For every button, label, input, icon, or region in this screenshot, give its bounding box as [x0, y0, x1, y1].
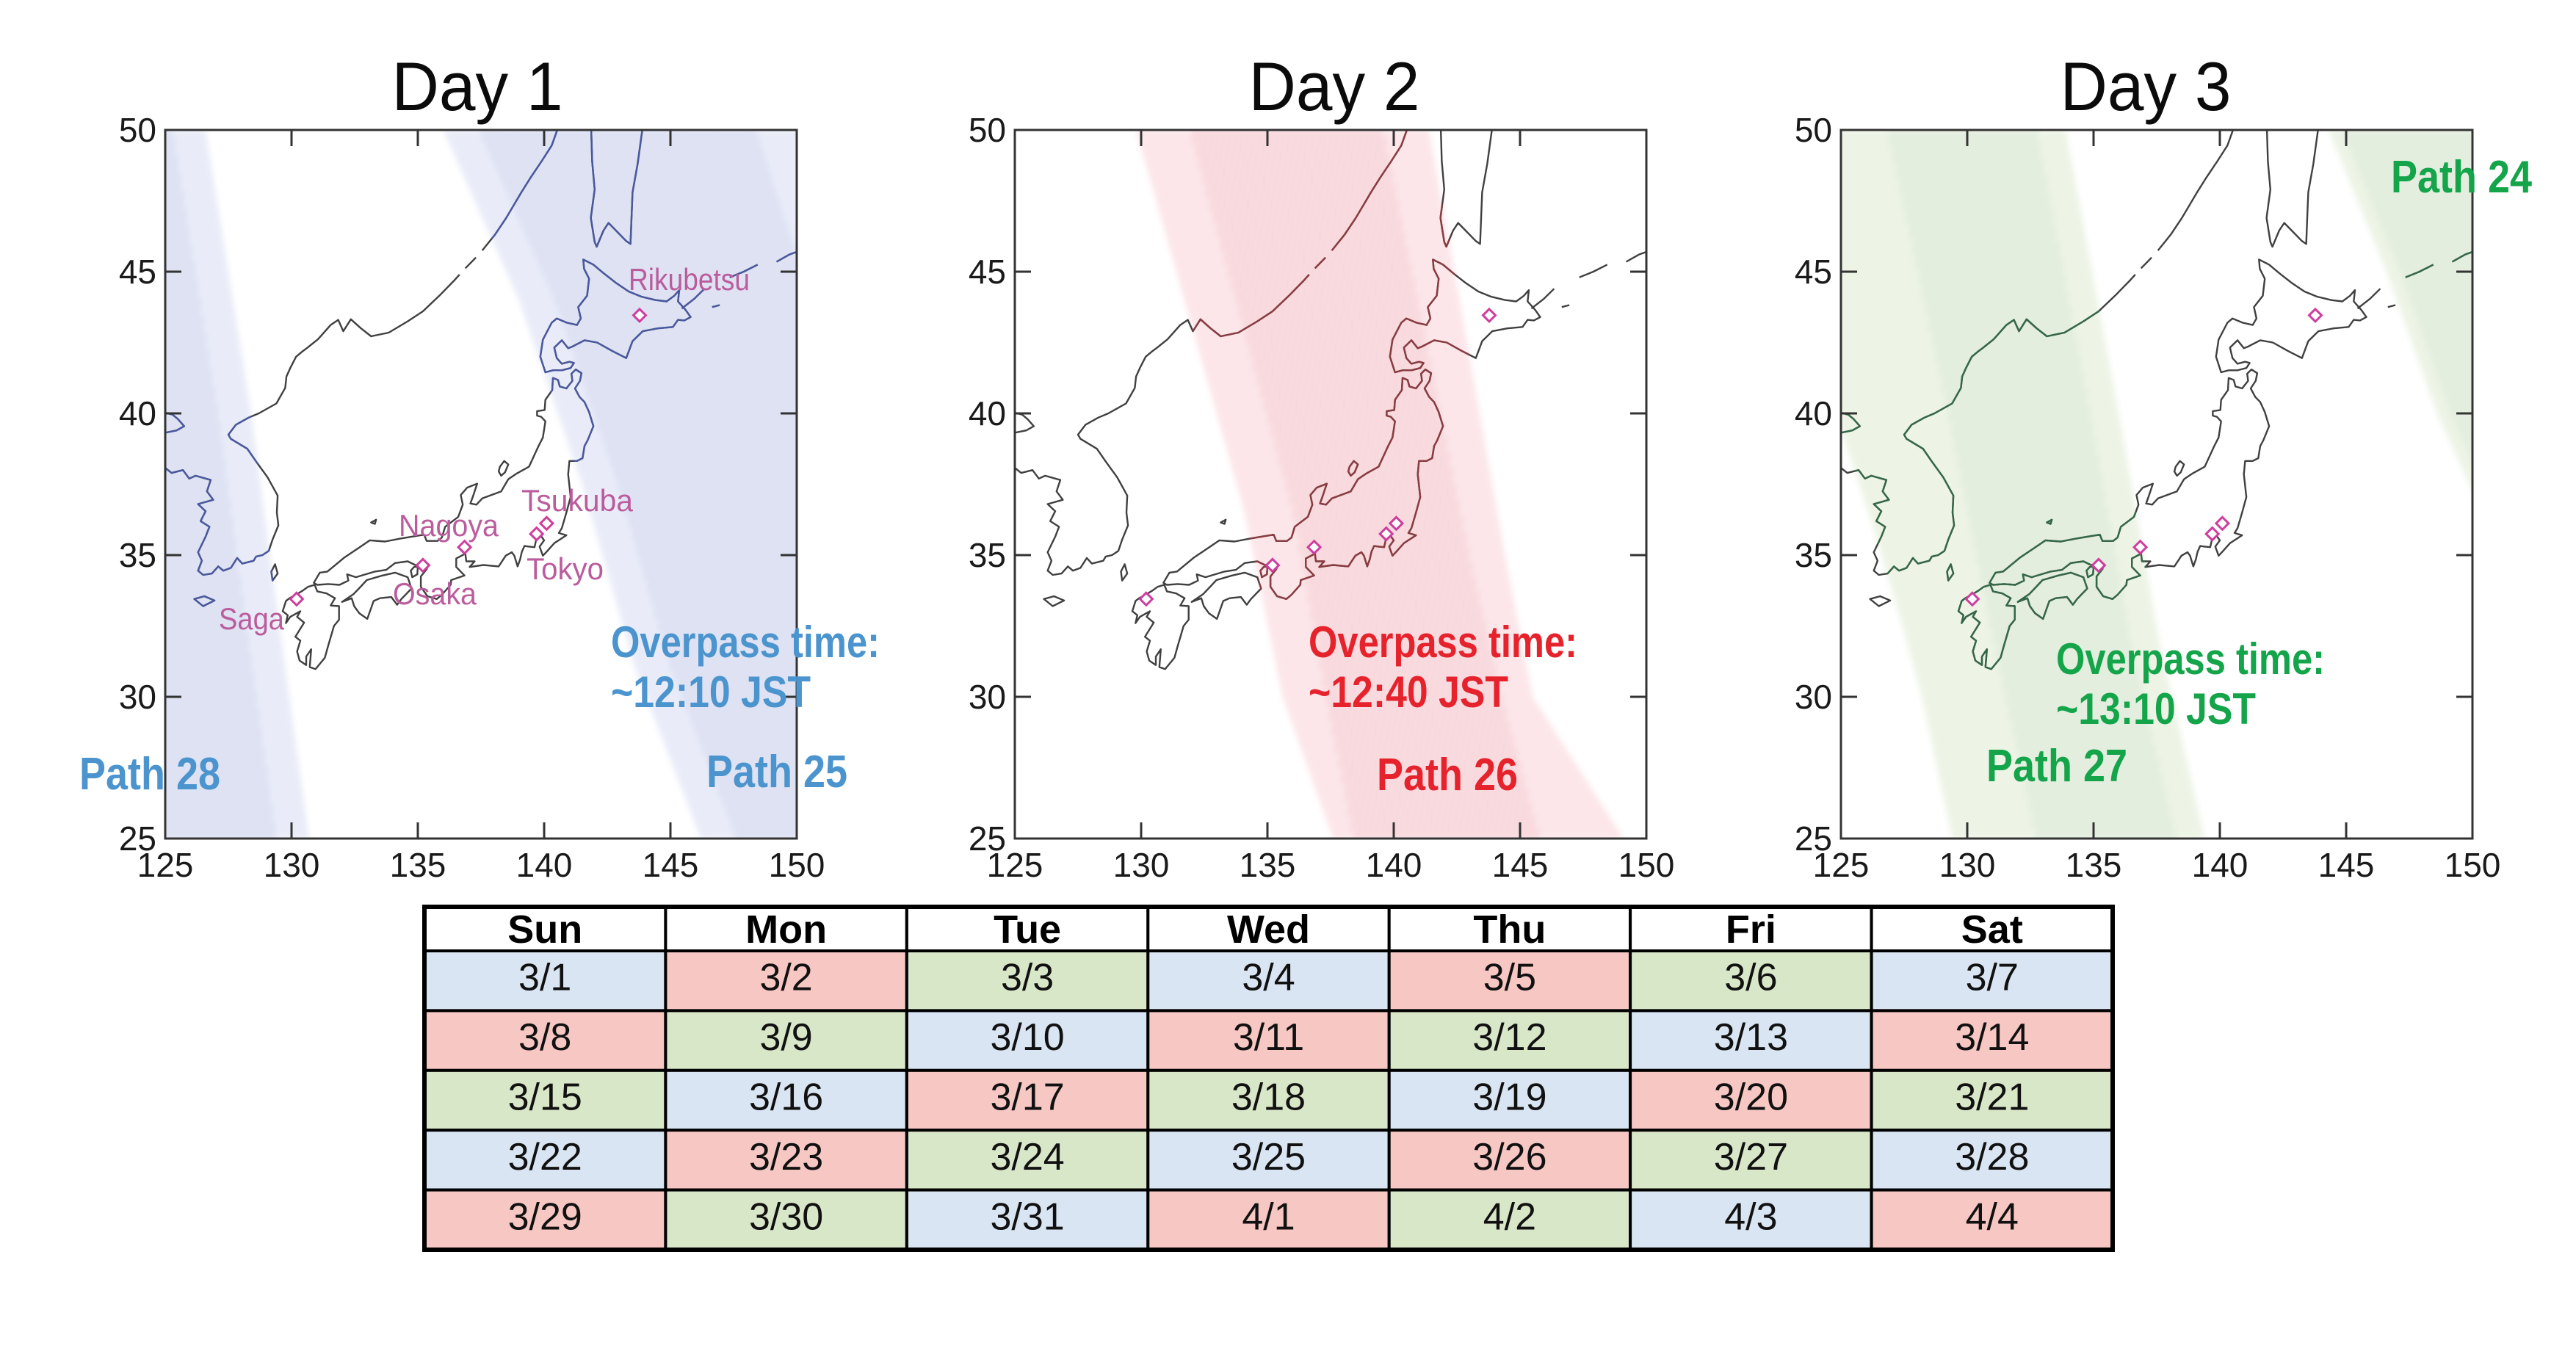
- svg-text:135: 135: [390, 846, 446, 884]
- svg-text:35: 35: [969, 536, 1006, 574]
- svg-text:3/8: 3/8: [518, 1016, 571, 1059]
- svg-text:3/2: 3/2: [759, 957, 812, 999]
- svg-text:25: 25: [969, 819, 1006, 858]
- svg-text:3/7: 3/7: [1966, 957, 2019, 999]
- svg-text:Osaka: Osaka: [393, 576, 477, 611]
- svg-text:Day 3: Day 3: [2061, 48, 2232, 125]
- svg-text:3/4: 3/4: [1242, 957, 1295, 999]
- svg-text:3/27: 3/27: [1714, 1136, 1788, 1178]
- svg-text:3/29: 3/29: [508, 1195, 582, 1238]
- svg-text:140: 140: [2192, 846, 2248, 884]
- svg-text:3/21: 3/21: [1955, 1076, 2029, 1119]
- svg-text:130: 130: [264, 846, 320, 884]
- svg-text:Overpass time:: Overpass time:: [1309, 618, 1577, 667]
- svg-text:Path 28: Path 28: [79, 749, 220, 800]
- svg-text:Path 24: Path 24: [2391, 152, 2532, 203]
- svg-text:25: 25: [1795, 819, 1832, 858]
- svg-text:3/3: 3/3: [1001, 957, 1054, 999]
- svg-text:3/31: 3/31: [990, 1195, 1064, 1238]
- svg-text:4/3: 4/3: [1724, 1195, 1777, 1238]
- svg-text:50: 50: [1795, 111, 1832, 149]
- svg-text:3/26: 3/26: [1472, 1136, 1546, 1178]
- svg-text:3/25: 3/25: [1231, 1136, 1306, 1178]
- svg-text:3/28: 3/28: [1955, 1136, 2029, 1178]
- svg-text:Saga: Saga: [219, 601, 285, 636]
- svg-text:Mon: Mon: [745, 908, 827, 952]
- svg-text:3/12: 3/12: [1472, 1016, 1546, 1059]
- svg-text:30: 30: [1795, 678, 1832, 716]
- svg-text:130: 130: [1113, 846, 1170, 884]
- svg-text:140: 140: [516, 846, 573, 884]
- svg-text:3/9: 3/9: [759, 1016, 812, 1059]
- svg-text:3/17: 3/17: [990, 1076, 1064, 1119]
- svg-text:145: 145: [2318, 846, 2375, 884]
- svg-text:3/18: 3/18: [1231, 1076, 1306, 1119]
- svg-text:3/22: 3/22: [508, 1136, 582, 1178]
- svg-text:45: 45: [969, 253, 1006, 291]
- svg-text:Day 1: Day 1: [392, 48, 563, 125]
- svg-text:Wed: Wed: [1227, 908, 1310, 952]
- svg-text:3/23: 3/23: [749, 1136, 823, 1178]
- svg-text:45: 45: [1795, 253, 1832, 291]
- svg-text:4/4: 4/4: [1966, 1195, 2019, 1238]
- svg-text:135: 135: [2066, 846, 2122, 884]
- svg-text:Path 25: Path 25: [706, 747, 847, 797]
- svg-text:40: 40: [969, 394, 1006, 432]
- svg-text:Fri: Fri: [1726, 908, 1776, 952]
- svg-text:3/24: 3/24: [990, 1136, 1064, 1178]
- svg-text:125: 125: [1813, 846, 1870, 884]
- svg-text:Sat: Sat: [1961, 908, 2023, 952]
- svg-text:130: 130: [1939, 846, 1996, 884]
- svg-text:3/20: 3/20: [1714, 1076, 1788, 1119]
- svg-text:3/5: 3/5: [1483, 957, 1536, 999]
- svg-text:150: 150: [2445, 846, 2501, 884]
- svg-text:30: 30: [119, 678, 156, 716]
- svg-text:25: 25: [119, 819, 156, 858]
- svg-text:Thu: Thu: [1473, 908, 1546, 952]
- svg-text:Path 27: Path 27: [1986, 741, 2127, 792]
- svg-text:Tue: Tue: [994, 908, 1061, 952]
- svg-text:Day 2: Day 2: [1249, 48, 1420, 125]
- svg-text:50: 50: [119, 111, 156, 149]
- svg-text:30: 30: [969, 678, 1006, 716]
- svg-text:3/16: 3/16: [749, 1076, 823, 1119]
- svg-text:~12:40 JST: ~12:40 JST: [1309, 667, 1508, 717]
- svg-text:45: 45: [119, 253, 156, 291]
- svg-text:140: 140: [1366, 846, 1422, 884]
- svg-text:Nagoya: Nagoya: [399, 508, 499, 543]
- svg-text:3/11: 3/11: [1233, 1016, 1304, 1059]
- svg-text:40: 40: [119, 394, 156, 432]
- svg-text:Overpass time:: Overpass time:: [2056, 634, 2325, 684]
- svg-text:~13:10 JST: ~13:10 JST: [2056, 684, 2256, 734]
- svg-text:35: 35: [1795, 536, 1832, 574]
- svg-text:3/15: 3/15: [508, 1076, 582, 1119]
- svg-text:145: 145: [1492, 846, 1549, 884]
- svg-text:Tokyo: Tokyo: [527, 551, 604, 586]
- svg-text:145: 145: [643, 846, 699, 884]
- svg-text:Tsukuba: Tsukuba: [521, 483, 634, 518]
- svg-text:3/10: 3/10: [990, 1016, 1064, 1059]
- svg-text:Rikubetsu: Rikubetsu: [629, 262, 750, 297]
- svg-text:35: 35: [119, 536, 156, 574]
- svg-text:Sun: Sun: [507, 908, 582, 952]
- svg-text:150: 150: [769, 846, 825, 884]
- svg-text:3/30: 3/30: [749, 1195, 823, 1238]
- svg-text:50: 50: [969, 111, 1006, 149]
- svg-text:3/14: 3/14: [1955, 1016, 2029, 1059]
- svg-text:135: 135: [1240, 846, 1296, 884]
- svg-text:125: 125: [987, 846, 1043, 884]
- svg-text:40: 40: [1795, 394, 1832, 432]
- svg-text:150: 150: [1618, 846, 1675, 884]
- svg-text:3/19: 3/19: [1472, 1076, 1546, 1119]
- svg-text:125: 125: [137, 846, 194, 884]
- svg-text:Overpass time:: Overpass time:: [611, 618, 880, 667]
- svg-text:4/2: 4/2: [1483, 1195, 1536, 1238]
- svg-text:Path 26: Path 26: [1377, 750, 1518, 800]
- svg-text:3/6: 3/6: [1724, 957, 1777, 999]
- svg-text:3/1: 3/1: [518, 957, 571, 999]
- svg-text:4/1: 4/1: [1242, 1195, 1295, 1238]
- svg-text:3/13: 3/13: [1714, 1016, 1788, 1059]
- svg-text:~12:10 JST: ~12:10 JST: [611, 667, 811, 717]
